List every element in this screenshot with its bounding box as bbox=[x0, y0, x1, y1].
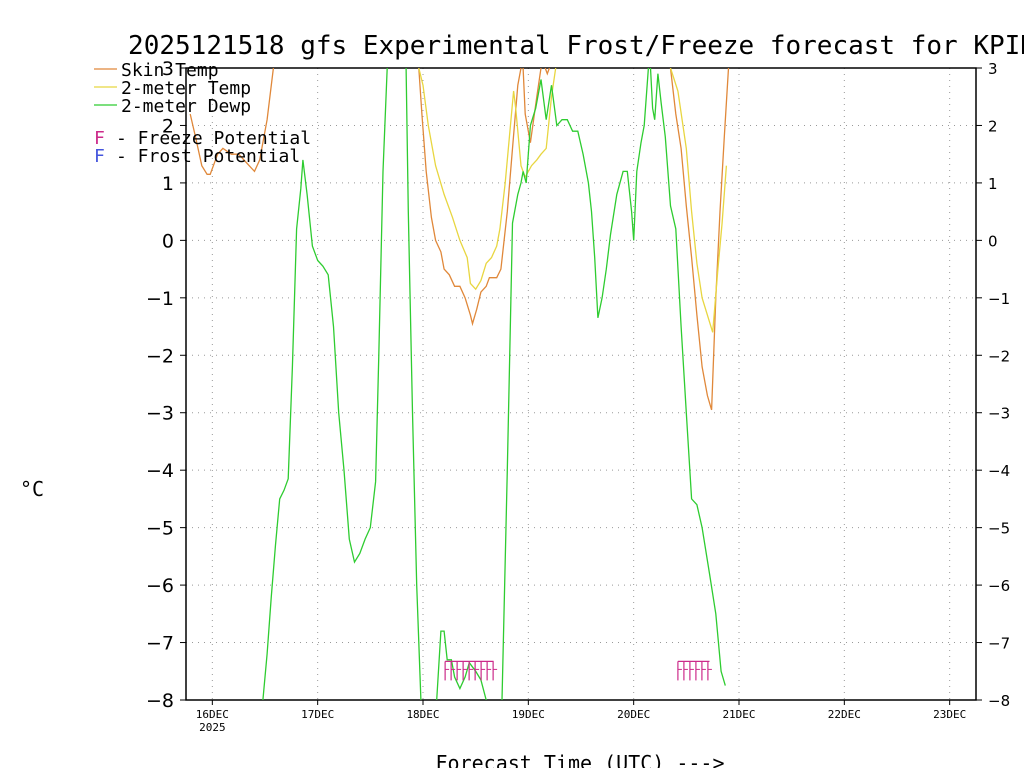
y-tick-label-right: −5 bbox=[988, 520, 1010, 538]
legend-potential-letter: F bbox=[94, 146, 105, 167]
legend-entry: 2-meter Dewp bbox=[121, 96, 251, 117]
x-tick-sublabel: 2025 bbox=[199, 721, 226, 734]
series-line-skin-temp bbox=[669, 68, 730, 411]
y-tick-label-left: −6 bbox=[146, 575, 174, 597]
x-axis-label: Forecast Time (UTC) ---> bbox=[436, 751, 725, 768]
series-line-2-meter-dewp bbox=[501, 68, 650, 700]
y-tick-label-left: −7 bbox=[146, 633, 174, 655]
legend-entry: 2-meter Temp bbox=[121, 78, 251, 99]
series-line-skin-temp bbox=[189, 68, 275, 175]
series-line-skin-temp bbox=[522, 68, 542, 143]
x-tick-label: 23DEC bbox=[933, 708, 966, 721]
series-line-2-meter-dewp bbox=[262, 68, 388, 700]
y-tick-label-right: 3 bbox=[988, 60, 998, 78]
series-line-2-meter-dewp bbox=[405, 68, 422, 700]
legend-potential-letter: F bbox=[94, 128, 105, 149]
y-tick-label-left: −5 bbox=[146, 518, 174, 540]
y-tick-label-left: −3 bbox=[146, 403, 174, 425]
x-tick-label: 16DEC bbox=[196, 708, 229, 721]
x-tick-label: 17DEC bbox=[301, 708, 334, 721]
legend-potential-text: - Freeze Potential bbox=[116, 128, 311, 149]
y-tick-label-left: −1 bbox=[146, 288, 174, 310]
y-tick-label-right: −3 bbox=[988, 405, 1010, 423]
y-tick-label-left: 2 bbox=[162, 115, 174, 137]
y-tick-label-right: −4 bbox=[988, 462, 1010, 480]
y-tick-label-right: 2 bbox=[988, 117, 998, 135]
chart-title: 2025121518 gfs Experimental Frost/Freeze… bbox=[128, 31, 1024, 61]
y-tick-label-right: 1 bbox=[988, 175, 998, 193]
y-tick-label-left: −2 bbox=[146, 345, 174, 367]
y-tick-label-right: −1 bbox=[988, 290, 1010, 308]
freeze-markers bbox=[444, 660, 712, 681]
grid bbox=[186, 68, 976, 700]
legend-potential-text: - Frost Potential bbox=[116, 146, 300, 167]
y-tick-label-right: −7 bbox=[988, 635, 1010, 653]
y-axis-label: °C bbox=[20, 477, 44, 501]
y-tick-label-right: 0 bbox=[988, 232, 998, 250]
y-tick-label-right: −8 bbox=[988, 692, 1010, 710]
axes bbox=[185, 67, 977, 701]
legend-entry: Skin Temp bbox=[121, 60, 219, 81]
series-line-2-meter-dewp bbox=[436, 630, 487, 700]
series-line-2-meter-temp bbox=[418, 68, 557, 291]
y-tick-label-left: 3 bbox=[162, 58, 174, 80]
y-tick-label-left: 1 bbox=[162, 173, 174, 195]
y-tick-label-left: −4 bbox=[146, 460, 174, 482]
y-tick-label-left: −8 bbox=[146, 690, 174, 712]
x-tick-label: 19DEC bbox=[512, 708, 545, 721]
plot-frame bbox=[185, 67, 977, 701]
x-tick-label: 22DEC bbox=[828, 708, 861, 721]
series-line-skin-temp bbox=[418, 68, 522, 327]
x-tick-label: 20DEC bbox=[617, 708, 650, 721]
series-line-2-meter-temp bbox=[669, 68, 728, 333]
y-tick-label-left: 0 bbox=[162, 230, 174, 252]
x-tick-label: 21DEC bbox=[722, 708, 755, 721]
series-line-2-meter-dewp bbox=[649, 68, 726, 686]
y-axis-ticks: 3 3 2 2 1 1 0 0 −1 −1 −2 −2 −3 −3 −4 −4 −5 −5 −6 −6 −7 −7 −8 −8 bbox=[146, 58, 1010, 712]
series-lines bbox=[189, 68, 730, 700]
y-tick-label-right: −2 bbox=[988, 347, 1010, 365]
x-tick-label: 18DEC bbox=[406, 708, 439, 721]
y-tick-label-right: −6 bbox=[988, 577, 1010, 595]
series-line-skin-temp bbox=[544, 68, 551, 76]
